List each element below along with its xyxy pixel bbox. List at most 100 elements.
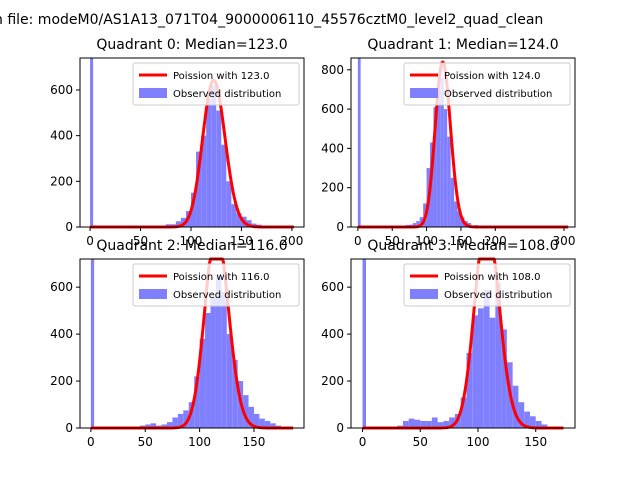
quadrant-0-axes-frame [79,57,305,228]
quadrant-2-histogram-bar-25 [270,423,276,428]
quadrant-3-histogram-bar-14 [478,308,484,428]
quadrant-3-zero-spike-bar [362,259,367,428]
quadrant-3-histogram-bar-5 [426,420,432,428]
quadrant-1-legend-box [403,62,571,106]
quadrant-1-y-tick-label-0: 0 [336,220,344,234]
quadrant-3-x-tick-label-2: 100 [467,435,490,449]
quadrant-3-histogram-bar-24 [535,420,542,428]
quadrant-2-histogram-bar-12 [199,338,206,428]
quadrant-2-histogram-bar-18 [232,359,238,428]
quadrant-3-axes-frame [350,258,576,429]
quadrant-1-axes-frame [350,57,576,228]
quadrant-3-histogram-bar-25 [541,424,548,428]
quadrant-2-legend-observed-label: Observed distribution [173,290,281,301]
quadrant-1-histogram-bar-11 [436,89,441,227]
quadrant-0-histogram-bar-19 [236,213,242,227]
quadrant-0-legend-box [132,62,300,106]
quadrant-2-histogram-bar-8 [177,413,184,428]
quadrant-1-histogram-bar-13 [443,109,448,227]
quadrant-2-histogram-bar-6 [166,422,173,428]
quadrant-1-zero-spike-bar [357,58,361,227]
quadrant-3-x-tick-label-3: 150 [524,435,547,449]
quadrant-0-x-tick-label-0: 0 [86,234,94,248]
quadrant-2-histogram-bar-14 [210,296,216,428]
quadrant-1-title: Quadrant 1: Median=124.0 [367,37,558,53]
quadrant-3-legend-observed-label: Observed distribution [444,290,552,301]
quadrant-0-histogram-bar-21 [246,220,252,227]
quadrant-0-histogram-bar-18 [231,204,237,227]
quadrant-2-title: Quadrant 2: Median=116.0 [96,238,287,254]
quadrant-2-histogram-bar-5 [161,424,167,428]
quadrant-2-histogram-bar-9 [183,410,189,428]
quadrant-2-x-tick-label-3: 150 [243,435,266,449]
quadrant-2-y-tick-label-0: 0 [65,421,73,435]
quadrant-3-histogram-bar-3 [414,419,421,428]
quadrant-3-histogram-bar-17 [495,282,502,428]
quadrant-2-x-tick-label-2: 100 [188,435,211,449]
quadrant-3-histogram-bar-6 [431,417,438,428]
quadrant-1-y-tick-label-3: 600 [321,102,344,116]
quadrant-1-histogram-bar-14 [447,136,451,227]
quadrant-2-histogram-bar-24 [264,420,271,428]
quadrant-3-histogram-bar-4 [420,420,427,428]
quadrant-0-histogram-bar-14 [211,85,217,227]
quadrant-3-legend-poisson-label: Poission with 108.0 [444,272,540,283]
quadrant-1-y-tick-label-2: 400 [321,141,344,155]
quadrant-3-x-tick-label-0: 0 [359,435,367,449]
quadrant-3-legend-observed-swatch [410,289,438,299]
quadrant-3-y-tick-label-3: 600 [321,280,344,294]
quadrant-2-legend-box [132,263,300,307]
quadrant-1-x-tick-label-2: 100 [415,234,438,248]
quadrant-2-y-tick-label-2: 400 [50,327,73,341]
quadrant-3-histogram-bar-13 [472,315,479,428]
quadrant-1-legend-observed-label: Observed distribution [444,89,552,100]
quadrant-0-histogram-bar-7 [175,221,181,227]
quadrant-3-histogram-bar-2 [408,418,415,428]
quadrant-0-histogram-bar-11 [196,151,202,227]
quadrant-3-histogram-bar-23 [529,416,536,428]
quadrant-2-histogram-bar-20 [243,395,249,428]
quadrant-0-legend-observed-label: Observed distribution [173,89,281,100]
quadrant-1-legend-poisson-label: Poission with 124.0 [444,71,540,82]
quadrant-0-x-tick-label-1: 50 [133,234,148,248]
quadrant-1-x-tick-label-5: 300 [553,234,576,248]
quadrant-0-y-tick-label-0: 0 [65,220,73,234]
quadrant-3-histogram-bar-22 [524,411,530,428]
quadrant-0-x-tick-label-3: 150 [230,234,253,248]
quadrant-1-histogram-bar-6 [419,217,424,227]
quadrant-2-panel: 0 50 100 150 0 200 400 600 Poission with 116.0 Ob… [50,238,305,449]
quadrant-1-panel: 0 50 100 150 200 300 0 200 400 600 800 Poission wit… [321,37,576,248]
quadrant-1-y-tick-label-1: 200 [321,181,344,195]
quadrant-3-x-tick-label-1: 50 [413,435,428,449]
quadrant-3-y-tick-label-1: 200 [321,374,344,388]
quadrant-1-histogram-bar-16 [454,201,458,227]
quadrant-2-histogram-bar-22 [253,413,260,428]
quadrant-2-histogram-bar-17 [226,334,233,428]
quadrant-0-panel: 0 50 100 150 200 0 200 400 600 Poission with 123.… [50,37,305,248]
quadrant-2-histogram-bar-13 [205,312,211,428]
quadrant-0-histogram-bar-13 [206,99,212,227]
quadrant-1-x-tick-label-4: 200 [484,234,507,248]
quadrant-1-x-tick-label-0: 0 [354,234,362,248]
quadrant-3-histogram-bar-7 [437,422,444,428]
quadrant-1-histogram-bar-12 [440,77,444,228]
quadrant-0-histogram-bar-15 [216,110,222,227]
quadrant-3-histogram-bar-8 [443,420,450,428]
quadrant-0-y-tick-label-2: 400 [50,129,73,143]
quadrant-3-histogram-bar-16 [489,317,496,428]
quadrant-2-x-tick-label-0: 0 [87,435,95,449]
quadrant-0-histogram-bar-16 [221,144,227,227]
quadrant-2-histogram-bar-23 [259,418,265,428]
quadrant-2-histogram-bar-21 [248,406,254,429]
quadrant-3-panel: 0 50 100 150 0 200 400 600 Poission with 108.0 Ob… [321,238,576,449]
quadrant-3-y-tick-label-2: 400 [321,327,344,341]
quadrant-3-histogram-bar-21 [518,402,525,428]
quadrant-2-histogram-bar-7 [172,417,178,428]
quadrant-0-histogram-bar-17 [226,181,232,227]
quadrant-3-histogram-bar-18 [501,329,507,428]
quadrant-1-y-tick-label-4: 800 [321,63,344,77]
quadrant-2-histogram-bar-11 [194,376,200,428]
quadrant-3-histogram-bar-15 [483,289,490,428]
quadrant-3-y-tick-label-0: 0 [336,421,344,435]
